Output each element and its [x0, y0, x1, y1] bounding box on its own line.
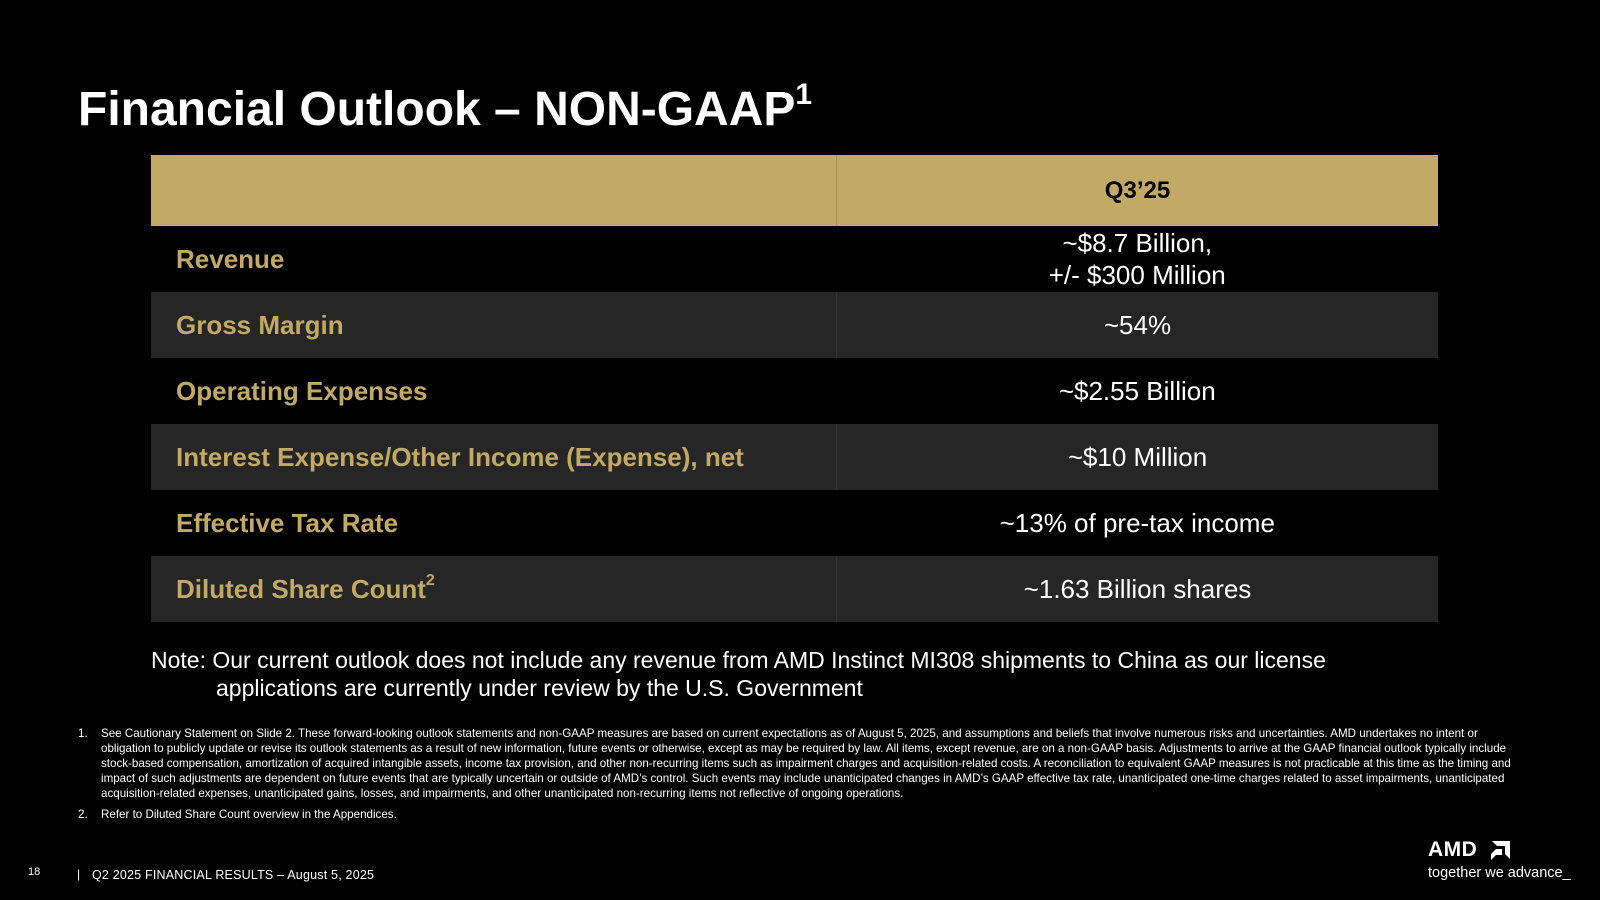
row-value: ~$10 Million [1067, 442, 1208, 472]
footer-separator: | [77, 867, 81, 881]
page-number: 18 [28, 866, 41, 878]
table-header-empty [151, 155, 837, 226]
table-row-operating-expenses: Operating Expenses ~$2.55 Billion [151, 358, 1438, 424]
table-row-gross-margin: Gross Margin ~54% [151, 292, 1438, 358]
outlook-note: Note: Our current outlook does not inclu… [151, 646, 1351, 702]
footnote-ref: 2 [425, 571, 435, 589]
row-label: Gross Margin [151, 292, 837, 358]
row-value: ~54% [1103, 310, 1172, 340]
amd-logo: AMD together we advance_ [1428, 838, 1588, 888]
footnotes: 1. See Cautionary Statement on Slide 2. … [78, 726, 1518, 828]
footnote-text: Refer to Diluted Share Count overview in… [101, 808, 397, 821]
table-row-interest-expense: Interest Expense/Other Income (Expense),… [151, 424, 1438, 490]
row-value-line2: +/- $300 Million [1048, 260, 1226, 290]
row-value: ~$8.7 Billion, +/- $300 Million [837, 226, 1439, 292]
outlook-table: Q3’25 Revenue ~$8.7 Billion, +/- $300 Mi… [151, 155, 1438, 622]
footer-text: Q2 2025 FINANCIAL RESULTS – August 5, 20… [92, 868, 375, 882]
table-header-period: Q3’25 [1104, 176, 1171, 204]
footnote-item: 2. Refer to Diluted Share Count overview… [78, 807, 1518, 822]
amd-arrow-icon [1491, 841, 1510, 860]
footnote-item: 1. See Cautionary Statement on Slide 2. … [78, 726, 1518, 801]
row-label: Revenue [176, 243, 285, 274]
footnote-number: 2. [78, 808, 88, 821]
row-label: Operating Expenses [176, 375, 428, 406]
footnote-text: See Cautionary Statement on Slide 2. The… [101, 727, 1511, 800]
note-line1: Note: Our current outlook does not inclu… [151, 647, 1326, 673]
row-value: ~$2.55 Billion [1058, 376, 1216, 406]
slide-title: Financial Outlook – NON-GAAP1 [78, 78, 812, 137]
note-line2: applications are currently under review … [216, 675, 863, 701]
row-label: Interest Expense/Other Income (Expense),… [151, 424, 837, 490]
slide-title-footnote-ref: 1 [795, 78, 813, 111]
row-value: ~1.63 Billion shares [1023, 574, 1252, 604]
table-header-row: Q3’25 [151, 155, 1438, 226]
logo-tagline: together we advance_ [1428, 865, 1571, 881]
table-row-effective-tax-rate: Effective Tax Rate ~13% of pre-tax incom… [151, 490, 1438, 556]
slide-title-text: Financial Outlook – NON-GAAP [78, 83, 796, 136]
table-row-revenue: Revenue ~$8.7 Billion, +/- $300 Million [151, 226, 1438, 292]
row-value: ~13% of pre-tax income [999, 508, 1275, 538]
footnote-number: 1. [78, 727, 88, 740]
row-label: Effective Tax Rate [176, 507, 399, 538]
row-label: Diluted Share Count2 [151, 556, 837, 622]
table-row-diluted-share-count: Diluted Share Count2 ~1.63 Billion share… [151, 556, 1438, 622]
row-value-line1: ~$8.7 Billion, [1062, 228, 1213, 258]
logo-wordmark: AMD [1428, 838, 1478, 861]
